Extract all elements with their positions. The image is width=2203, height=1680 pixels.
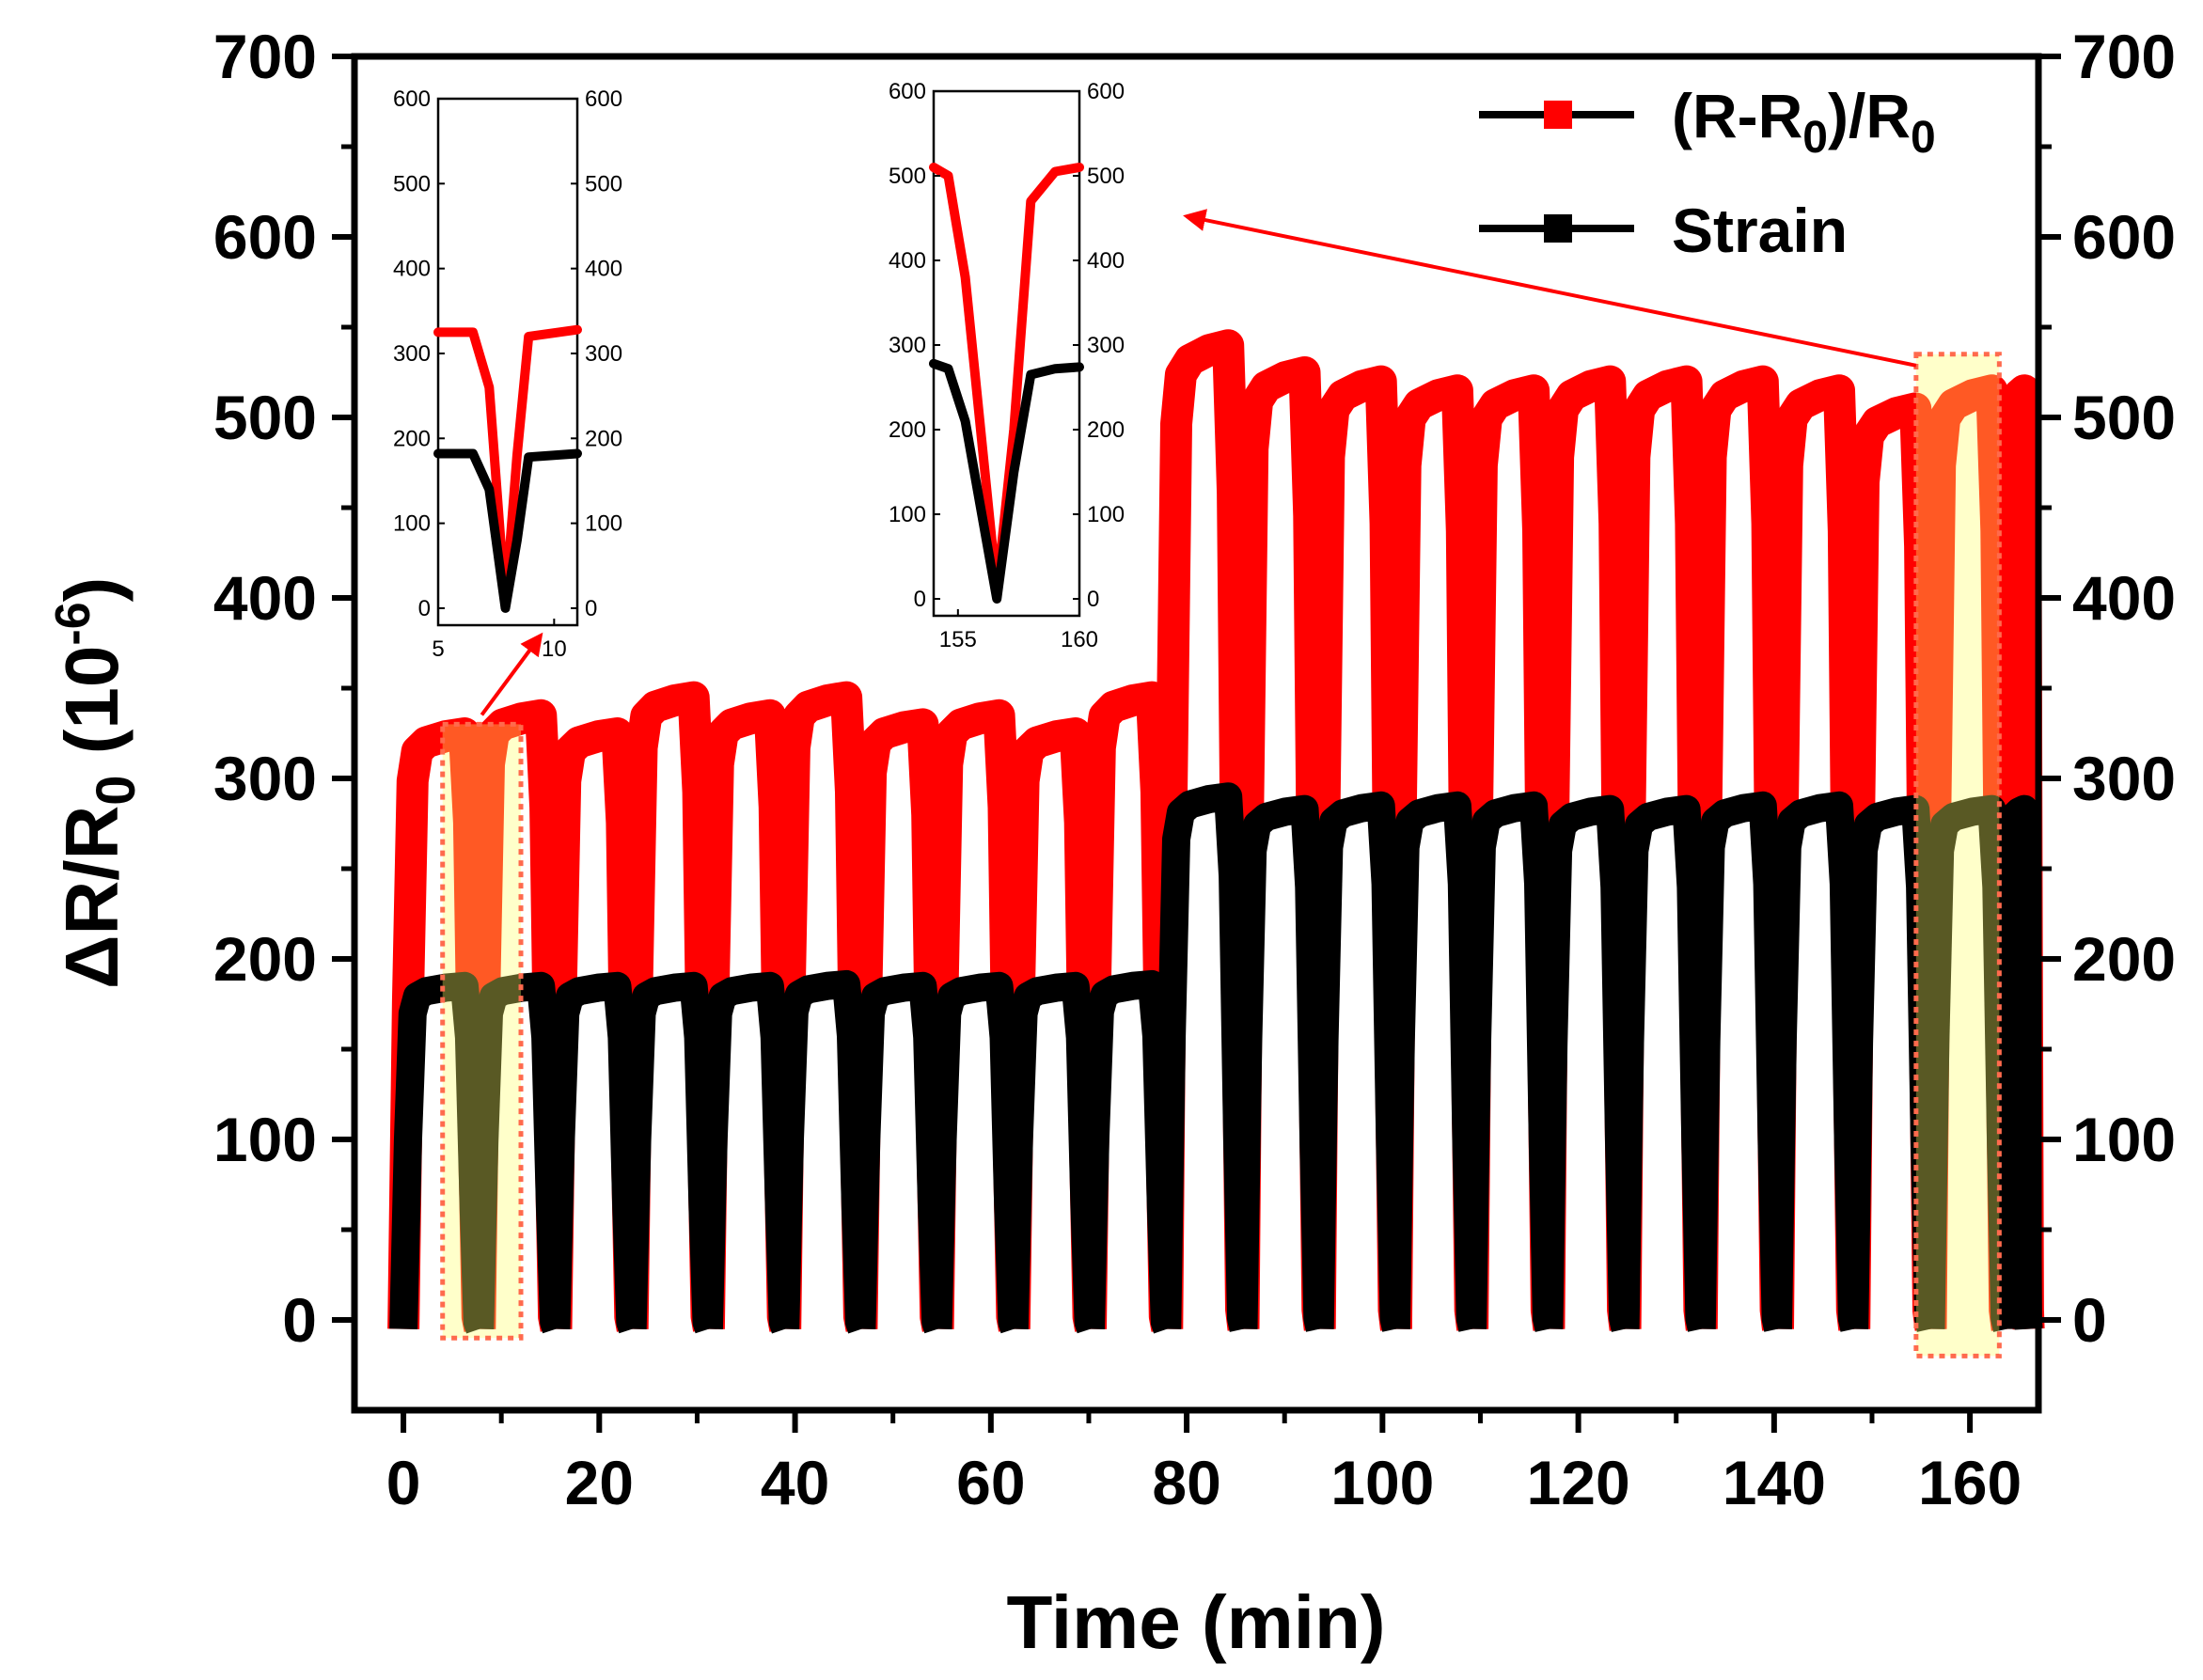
series-strain <box>389 782 2043 1337</box>
inset-right-y-tick-label-left: 100 <box>889 502 926 527</box>
y-tick-label-right: 600 <box>2072 202 2176 272</box>
inset-left-x-tick-label: 5 <box>432 636 444 662</box>
x-tick-label: 20 <box>565 1448 634 1517</box>
x-tick-label: 80 <box>1152 1448 1220 1517</box>
inset-right-y-tick-label-right: 400 <box>1087 248 1125 274</box>
y-axis-title-unit: (10 <box>50 646 134 776</box>
legend-marker-strain <box>1544 214 1572 243</box>
y-tick-label-left: 600 <box>213 202 317 272</box>
y-axis-title-sub: 0 <box>86 775 147 805</box>
inset-right-y-tick-label-right: 300 <box>1087 333 1125 358</box>
y-tick-label-right: 700 <box>2072 22 2176 91</box>
inset-left-series-strain <box>433 448 582 613</box>
inset-right-y-tick-label-left: 500 <box>889 164 926 189</box>
inset-left-y-tick-label-left: 100 <box>393 511 431 537</box>
inset-right-y-tick-label-left: 300 <box>889 333 926 358</box>
y-tick-label-left: 700 <box>213 22 317 91</box>
inset-left-y-tick-label-left: 600 <box>393 86 431 112</box>
x-tick-label: 0 <box>386 1448 421 1517</box>
inset-right-y-tick-label-right: 0 <box>1087 587 1099 612</box>
x-tick-label: 160 <box>1918 1448 2022 1517</box>
inset-right-y-tick-label-left: 200 <box>889 417 926 443</box>
y-axis-title-sup: -6 <box>46 602 101 645</box>
inset-left-y-tick-label-left: 500 <box>393 171 431 196</box>
main-axes <box>351 53 2042 1414</box>
highlight-region-2 <box>1915 353 2000 1357</box>
inset-left-y-tick-label-left: 300 <box>393 341 431 367</box>
inset-left-y-tick-label-left: 0 <box>418 596 431 621</box>
y-tick-label-left: 0 <box>282 1285 317 1355</box>
x-tick-label: 40 <box>761 1448 829 1517</box>
y-tick-label-left: 400 <box>213 563 317 633</box>
inset-left-y-tick-label-left: 400 <box>393 257 431 282</box>
inset-right-x-tick-label: 160 <box>1061 627 1098 652</box>
inset-right-y-tick-label-right: 600 <box>1087 79 1125 104</box>
y-tick-label-left: 500 <box>213 383 317 452</box>
inset-left-y-tick-label-left: 200 <box>393 426 431 451</box>
y-axis-title-close: ) <box>50 577 134 603</box>
x-tick-label: 140 <box>1723 1448 1826 1517</box>
y-tick-label-right: 400 <box>2072 563 2176 633</box>
callout-arrows <box>480 209 1917 716</box>
y-tick-label-left: 100 <box>213 1105 317 1174</box>
y-tick-label-left: 200 <box>213 924 317 994</box>
y-axis-title-main: ΔR/R <box>50 806 134 989</box>
y-tick-label-right: 200 <box>2072 924 2176 994</box>
x-tick-label: 100 <box>1330 1448 1434 1517</box>
x-axis-title: Time (min) <box>1006 1580 1385 1664</box>
inset-right-y-tick-label-right: 100 <box>1087 502 1125 527</box>
legend-label-strain: Strain <box>1672 196 1848 265</box>
inset-left-y-tick-label-right: 600 <box>585 86 622 112</box>
y-axis-title: ΔR/R0 (10-6) <box>46 577 147 989</box>
legend-marker-resistance <box>1544 101 1572 129</box>
y-tick-label-right: 100 <box>2072 1105 2176 1174</box>
svg-text:ΔR/R0 (10-6): ΔR/R0 (10-6) <box>46 577 147 989</box>
inset-right-series-strain <box>929 358 1084 604</box>
arrow-left-callout <box>480 632 543 716</box>
inset-right-y-tick-label-right: 200 <box>1087 417 1125 443</box>
inset-left-y-tick-label-right: 500 <box>585 171 622 196</box>
inset-left-x-tick-label: 10 <box>542 636 567 662</box>
x-tick-label: 120 <box>1527 1448 1630 1517</box>
legend-label-resistance: (R-R0)/R0 <box>1672 81 1936 163</box>
legend: (R-R0)/R0 Strain <box>1479 81 1936 265</box>
y-tick-label-left: 300 <box>213 744 317 813</box>
inset-left-y-tick-label-right: 0 <box>585 596 597 621</box>
y-tick-label-right: 300 <box>2072 744 2176 813</box>
inset-right-y-tick-label-left: 400 <box>889 248 926 274</box>
y-tick-label-right: 500 <box>2072 383 2176 452</box>
y-tick-label-right: 0 <box>2072 1285 2107 1355</box>
highlight-border-1 <box>440 721 524 1341</box>
highlight-fills <box>440 352 2002 1358</box>
inset-right-y-tick-label-left: 600 <box>889 79 926 104</box>
plot-frame <box>351 53 2042 1414</box>
inset-left-y-tick-label-right: 400 <box>585 257 622 282</box>
inset-left-y-tick-label-right: 200 <box>585 426 622 451</box>
inset-right-y-tick-label-right: 500 <box>1087 164 1125 189</box>
highlight-region-1 <box>442 724 522 1339</box>
inset-right-x-tick-label: 155 <box>939 627 977 652</box>
inset-right-y-tick-label-left: 0 <box>914 587 926 612</box>
inset-left-y-tick-label-right: 300 <box>585 341 622 367</box>
main-series <box>387 329 2045 1337</box>
inset-left: 0 0 100 100 200 200 300 300 400 400 500 500 600 600 5 1… <box>393 86 622 662</box>
inset-right: 0 0 100 100 200 200 300 300 400 400 500 500 600 600 15… <box>889 79 1125 652</box>
inset-left-y-tick-label-right: 100 <box>585 511 622 537</box>
x-tick-label: 60 <box>956 1448 1025 1517</box>
strain-cycle-22 <box>1992 794 2043 1333</box>
arrow-right-callout <box>1183 209 1917 368</box>
